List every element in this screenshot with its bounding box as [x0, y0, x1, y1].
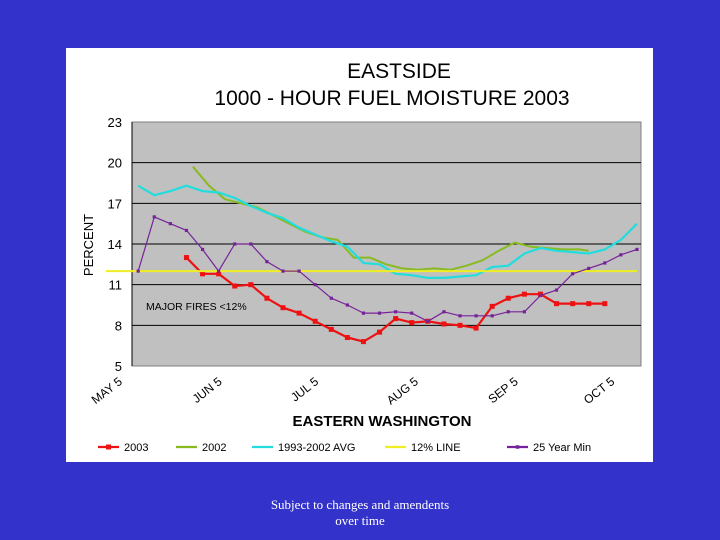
data-point	[296, 310, 302, 316]
data-point	[521, 291, 527, 297]
series-line-1993-2002-avg	[137, 184, 638, 279]
annotation-major-fires: MAJOR FIRES <12%	[146, 301, 247, 313]
fuel-moisture-chart: 23 20 17 14 11 8 5 EASTSIDE 1000 - HOUR FUEL MOI…	[81, 60, 642, 454]
y-axis-label: PERCENT	[81, 214, 96, 276]
data-point	[474, 314, 478, 318]
data-point	[136, 269, 140, 273]
data-point	[473, 325, 479, 331]
data-point	[377, 311, 382, 315]
x-tick-label: OCT 5	[581, 374, 618, 407]
data-point	[152, 215, 156, 219]
data-point	[522, 310, 526, 314]
data-point	[265, 260, 269, 264]
data-point	[409, 320, 415, 326]
legend-label: 2002	[202, 442, 226, 454]
data-point	[377, 329, 383, 335]
data-point	[232, 283, 238, 289]
data-point	[442, 310, 446, 314]
y-tick-label: 14	[108, 237, 122, 252]
data-point	[458, 314, 462, 318]
data-point	[345, 303, 349, 307]
chart-subtitle: 1000 - HOUR FUEL MOISTURE 2003	[214, 87, 569, 110]
data-point	[457, 322, 463, 328]
data-point	[200, 247, 205, 252]
data-point	[426, 319, 430, 323]
chart-card: 23 20 17 14 11 8 5 EASTSIDE 1000 - HOUR FUEL MOI…	[66, 48, 653, 462]
data-point	[281, 269, 285, 273]
data-point	[587, 266, 591, 270]
data-point	[554, 288, 559, 292]
x-tick-label: JUL 5	[288, 374, 321, 404]
y-tick-label: 8	[115, 318, 122, 333]
data-point	[361, 311, 366, 315]
data-point	[571, 272, 575, 276]
footer-line-1: Subject to changes and amendents	[270, 497, 450, 512]
data-point	[490, 314, 494, 318]
data-point	[619, 253, 623, 257]
data-point	[297, 269, 301, 273]
data-point	[410, 311, 414, 315]
data-point	[217, 269, 221, 273]
y-tick-label: 11	[109, 278, 123, 293]
data-point	[554, 301, 560, 307]
y-tick-label: 23	[108, 115, 122, 130]
footer-note: Subject to changes and amendents over ti…	[0, 497, 720, 529]
legend-marker	[106, 444, 111, 450]
data-point	[602, 301, 608, 307]
x-tick-label: MAY 5	[89, 374, 125, 407]
data-point	[505, 295, 511, 301]
data-point	[264, 295, 270, 301]
data-point	[328, 326, 334, 332]
data-point	[216, 271, 222, 277]
x-tick-label: JUN 5	[190, 374, 225, 406]
y-tick-label: 20	[108, 156, 122, 171]
data-point	[441, 321, 447, 327]
x-axis-title: EASTERN WASHINGTON	[293, 413, 472, 430]
data-point	[329, 296, 333, 300]
footer-line-2: over time	[335, 513, 385, 528]
data-point	[393, 316, 399, 322]
data-point	[233, 242, 237, 246]
data-point	[184, 228, 189, 233]
y-tick-label: 5	[115, 359, 122, 374]
data-point	[313, 283, 317, 287]
data-point	[344, 335, 350, 341]
data-point	[538, 293, 543, 298]
data-point	[249, 242, 253, 246]
legend-label: 2003	[124, 442, 148, 454]
x-tick-label: AUG 5	[384, 374, 421, 407]
data-point	[394, 310, 398, 314]
legend-label: 25 Year Min	[533, 442, 591, 454]
data-point	[183, 255, 189, 261]
data-point	[635, 247, 639, 252]
data-point	[603, 261, 607, 265]
legend-label: 1993-2002 AVG	[278, 442, 355, 454]
legend-marker	[515, 445, 520, 449]
data-point	[360, 339, 366, 345]
x-tick-label: SEP 5	[485, 374, 521, 406]
data-point	[312, 318, 318, 324]
data-point	[280, 305, 286, 311]
data-point	[168, 222, 172, 226]
data-point	[248, 282, 254, 288]
series-line-25-year-min	[137, 216, 638, 322]
legend-label: 12% LINE	[411, 442, 461, 454]
data-point	[489, 303, 495, 309]
chart-title: EASTSIDE	[347, 60, 451, 83]
data-point	[570, 301, 576, 307]
data-point	[586, 301, 592, 307]
data-point	[200, 271, 206, 277]
data-point	[506, 310, 510, 314]
y-tick-label: 17	[108, 196, 122, 211]
